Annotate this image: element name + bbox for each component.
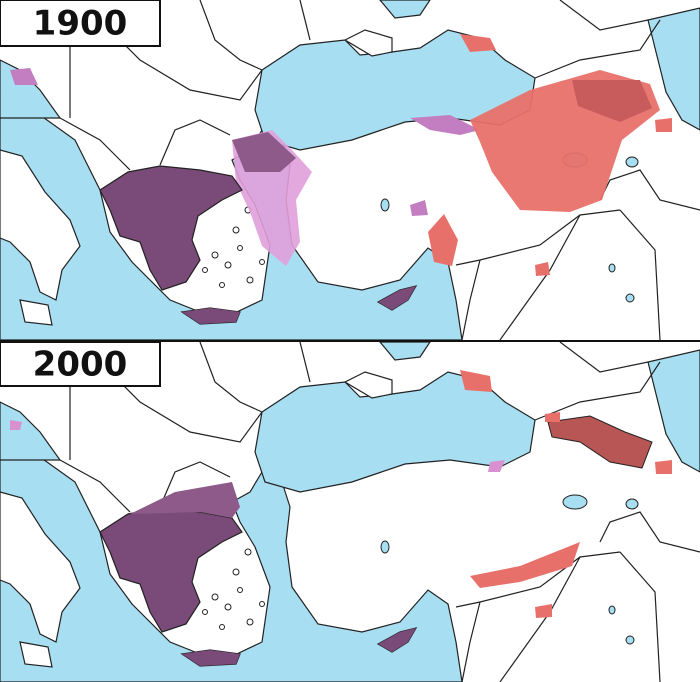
greek-region: [232, 132, 296, 172]
year-label-box: [0, 0, 161, 47]
map-panel: 1900: [0, 0, 700, 340]
armenian-region: [547, 415, 653, 469]
greek-region: [182, 286, 416, 324]
armenian-region: [572, 80, 652, 122]
armenian-region: [428, 34, 672, 276]
greek-region: [99, 165, 243, 291]
year-label-box: [0, 341, 161, 387]
greek-region: [182, 628, 416, 666]
year-label: 1900: [33, 4, 128, 44]
map-panel: 2000: [0, 341, 700, 682]
year-label: 2000: [33, 345, 128, 385]
base-map: [0, 342, 700, 682]
greek-region: [130, 482, 240, 518]
